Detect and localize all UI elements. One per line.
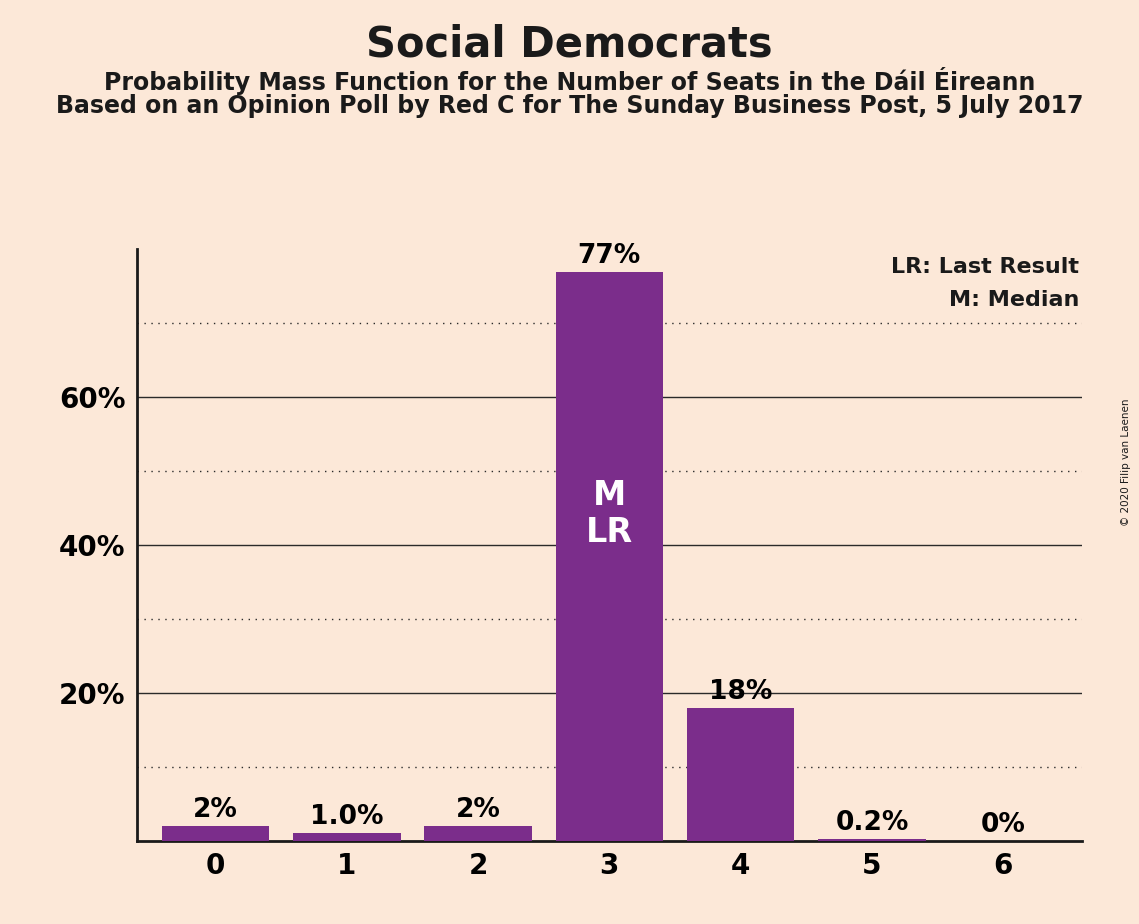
Text: 2%: 2% [456,797,500,823]
Text: LR: Last Result: LR: Last Result [892,257,1080,277]
Text: 1.0%: 1.0% [310,805,384,831]
Bar [556,272,663,841]
Text: 0.2%: 0.2% [835,810,909,836]
Text: Probability Mass Function for the Number of Seats in the Dáil Éireann: Probability Mass Function for the Number… [104,67,1035,94]
Text: LR: LR [585,516,633,549]
Text: © 2020 Filip van Laenen: © 2020 Filip van Laenen [1121,398,1131,526]
Text: 0%: 0% [981,812,1026,838]
Text: 77%: 77% [577,243,641,269]
Bar [424,826,532,841]
Text: 18%: 18% [708,679,772,705]
Bar [818,839,926,841]
Bar [162,826,269,841]
Bar [293,833,401,841]
Text: 2%: 2% [192,797,238,823]
Bar [687,708,795,841]
Text: Social Democrats: Social Democrats [366,23,773,65]
Text: M: Median: M: Median [949,290,1080,310]
Text: M: M [592,479,626,512]
Text: Based on an Opinion Poll by Red C for The Sunday Business Post, 5 July 2017: Based on an Opinion Poll by Red C for Th… [56,94,1083,118]
